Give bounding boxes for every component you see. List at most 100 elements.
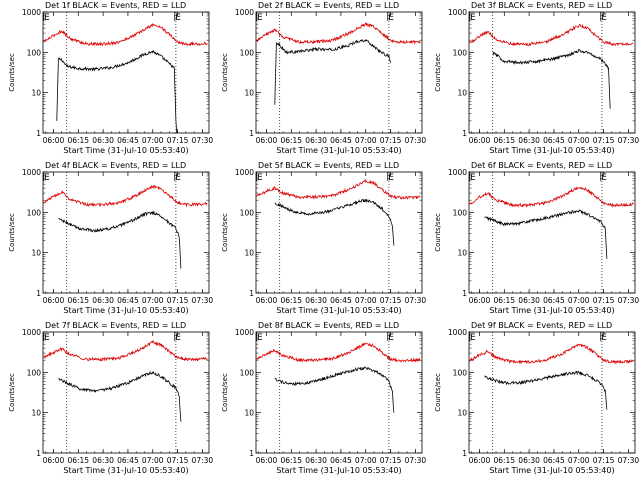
y-axis-label: Counts/sec xyxy=(8,373,16,412)
x-axis-label: Start Time (31-Jul-10 05:53:40) xyxy=(276,466,401,475)
chart-title: Det 4f BLACK = Events, RED = LLD xyxy=(45,161,186,170)
x-tick-label: 07:00 xyxy=(142,296,164,305)
x-tick-label: 07:15 xyxy=(380,296,402,305)
series-line-events xyxy=(56,49,178,133)
y-tick-label: 100 xyxy=(453,368,468,377)
series-line-lld xyxy=(256,342,421,363)
x-tick-label: 07:00 xyxy=(568,136,590,145)
x-tick-label: 06:45 xyxy=(117,136,139,145)
y-axis-label: Counts/sec xyxy=(434,213,442,252)
y-tick-label: 1 xyxy=(249,289,254,298)
x-tick-label: 06:30 xyxy=(92,296,114,305)
x-tick-label: 07:30 xyxy=(405,296,427,305)
y-tick-label: 100 xyxy=(27,368,42,377)
event-marker-label: E xyxy=(257,13,263,23)
x-tick-label: 06:15 xyxy=(67,136,89,145)
series-line-events xyxy=(58,370,182,422)
series-line-lld xyxy=(43,22,208,47)
x-tick-label: 06:00 xyxy=(469,136,491,145)
plot-frame xyxy=(42,171,210,294)
y-tick-label: 1 xyxy=(36,289,41,298)
x-tick-label: 07:15 xyxy=(167,456,189,465)
x-tick-label: 06:30 xyxy=(305,136,327,145)
chart-title: Det 1f BLACK = Events, RED = LLD xyxy=(45,1,186,10)
x-tick-label: 06:30 xyxy=(518,296,540,305)
y-tick-label: 1 xyxy=(462,449,467,458)
y-tick-label: 100 xyxy=(453,48,468,57)
x-tick-label: 07:15 xyxy=(380,136,402,145)
event-marker-label: E xyxy=(44,13,50,23)
event-marker-label: E xyxy=(388,13,394,23)
plot-frame xyxy=(42,331,210,454)
event-marker-label: E xyxy=(257,173,263,183)
series-line-events xyxy=(484,209,608,259)
event-marker-label: E xyxy=(175,173,181,183)
y-tick-label: 100 xyxy=(240,368,255,377)
y-tick-label: 10 xyxy=(31,89,41,98)
x-tick-label: 06:45 xyxy=(543,136,565,145)
event-marker-label: E xyxy=(175,13,181,23)
x-tick-label: 07:15 xyxy=(593,456,615,465)
y-tick-label: 100 xyxy=(240,48,255,57)
x-tick-label: 06:45 xyxy=(117,296,139,305)
x-tick-label: 06:45 xyxy=(330,136,352,145)
x-tick-label: 07:30 xyxy=(192,296,214,305)
y-axis-label: Counts/sec xyxy=(434,373,442,412)
series-line-events xyxy=(274,366,395,413)
x-axis-label: Start Time (31-Jul-10 05:53:40) xyxy=(489,146,614,155)
y-tick-label: 1000 xyxy=(448,328,467,337)
series-line-lld xyxy=(256,178,421,200)
x-axis-label: Start Time (31-Jul-10 05:53:40) xyxy=(276,146,401,155)
series-line-events xyxy=(58,211,182,269)
y-tick-label: 1000 xyxy=(448,8,467,17)
x-tick-label: 07:15 xyxy=(593,136,615,145)
y-tick-label: 10 xyxy=(31,249,41,258)
plot-frame xyxy=(468,331,636,454)
event-marker-label: E xyxy=(601,173,607,183)
x-tick-label: 06:15 xyxy=(67,296,89,305)
y-tick-label: 1000 xyxy=(22,8,41,17)
x-tick-label: 07:30 xyxy=(192,136,214,145)
y-tick-label: 1 xyxy=(462,129,467,138)
y-axis-label: Counts/sec xyxy=(8,53,16,92)
y-tick-label: 10 xyxy=(457,409,467,418)
series-line-lld xyxy=(43,184,208,208)
x-tick-label: 06:45 xyxy=(330,456,352,465)
y-axis-label: Counts/sec xyxy=(221,213,229,252)
series-line-events xyxy=(274,198,395,246)
x-tick-label: 06:00 xyxy=(43,136,65,145)
event-marker-label: E xyxy=(175,333,181,343)
event-marker-label: E xyxy=(44,333,50,343)
plot-frame xyxy=(255,331,423,454)
event-marker-label: E xyxy=(470,333,476,343)
x-tick-label: 07:00 xyxy=(142,456,164,465)
series-line-lld xyxy=(469,186,634,208)
y-axis-label: Counts/sec xyxy=(221,53,229,92)
chart-title: Det 6f BLACK = Events, RED = LLD xyxy=(471,161,612,170)
event-marker-label: E xyxy=(470,173,476,183)
series-line-events xyxy=(274,39,391,105)
x-tick-label: 06:30 xyxy=(92,136,114,145)
y-tick-label: 10 xyxy=(457,89,467,98)
x-tick-label: 06:45 xyxy=(117,456,139,465)
x-axis-label: Start Time (31-Jul-10 05:53:40) xyxy=(276,306,401,315)
event-marker-label: E xyxy=(470,13,476,23)
series-line-lld xyxy=(469,23,634,47)
x-tick-label: 06:15 xyxy=(67,456,89,465)
y-tick-label: 1 xyxy=(462,289,467,298)
chart-title: Det 2f BLACK = Events, RED = LLD xyxy=(258,1,399,10)
y-tick-label: 1 xyxy=(36,449,41,458)
y-tick-label: 100 xyxy=(453,208,468,217)
y-tick-label: 1000 xyxy=(22,168,41,177)
x-tick-label: 06:15 xyxy=(280,296,302,305)
x-axis-label: Start Time (31-Jul-10 05:53:40) xyxy=(489,466,614,475)
x-tick-label: 07:30 xyxy=(405,456,427,465)
chart-title: Det 3f BLACK = Events, RED = LLD xyxy=(471,1,612,10)
x-tick-label: 07:00 xyxy=(142,136,164,145)
